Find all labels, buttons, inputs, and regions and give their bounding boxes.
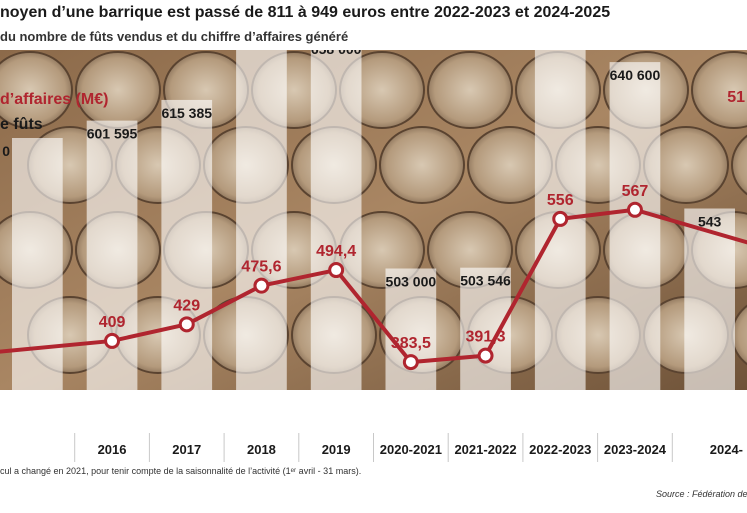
line-point [104,332,121,349]
x-tick-label: 2022-2023 [529,442,591,457]
bar-value-label: 601 595 [87,126,138,142]
chart-subtitle: du nombre de fûts vendus et du chiffre d… [0,29,349,44]
line-point [178,316,195,333]
x-tick-label: 2018 [247,442,276,457]
bar [236,50,287,433]
line-point [402,354,419,371]
bar-value-label: 615 385 [161,105,212,121]
line-value-label: 383,5 [391,335,431,352]
bar-value-label: 0 [2,143,10,159]
x-tick-label: 2024- [710,442,743,457]
x-tick-label: 2017 [172,442,201,457]
x-tick-label: 2020-2021 [380,442,442,457]
line-point [477,347,494,364]
legend-bar-series: e fûts [0,116,43,133]
line-value-label: 556 [547,192,574,209]
bar [161,99,213,434]
source-credit: Source : Fédération des [656,489,747,499]
barrel-end [75,51,161,129]
barrel-end [0,51,73,129]
line-series [0,207,747,365]
x-tick-label: 2023-2024 [604,442,667,457]
line-point [253,277,270,294]
barrel-end [691,51,747,129]
barrel-end [427,51,513,129]
x-tick-label: 2019 [322,442,351,457]
bar [12,138,63,433]
bar [86,120,138,434]
bar [684,208,735,433]
bar-value-label: 543 [698,214,722,230]
bar-value-label: 503 546 [460,273,511,289]
line-point [626,201,643,218]
line-value-label: 494,4 [316,243,356,260]
bar [385,268,437,433]
footnote: cul a changé en 2021, pour tenir compte … [0,466,362,476]
bar-value-label: 658 000 [311,50,362,57]
line-value-label: 475,6 [241,259,281,276]
chart-title: noyen d’une barrique est passé de 811 à … [0,4,611,21]
line-value-label: 429 [173,297,200,314]
bar [310,50,362,433]
barrel-end [731,134,747,196]
line-value-label: 391,3 [466,329,506,346]
legend-line-series: d’affaires (M€) [0,91,108,108]
bar-value-label: 503 000 [386,274,437,290]
line-point [328,262,345,279]
bar [534,50,586,434]
line-point [552,210,569,227]
line-value-label: 51 [727,89,745,106]
line-value-label: 409 [99,314,126,331]
bar-value-label: 640 600 [610,67,661,83]
bar [609,62,661,433]
barrel-end [379,126,465,204]
x-tick-label: 2016 [98,442,127,457]
line-value-label: 567 [622,183,649,200]
x-tick-label: 2021-2022 [454,442,516,457]
